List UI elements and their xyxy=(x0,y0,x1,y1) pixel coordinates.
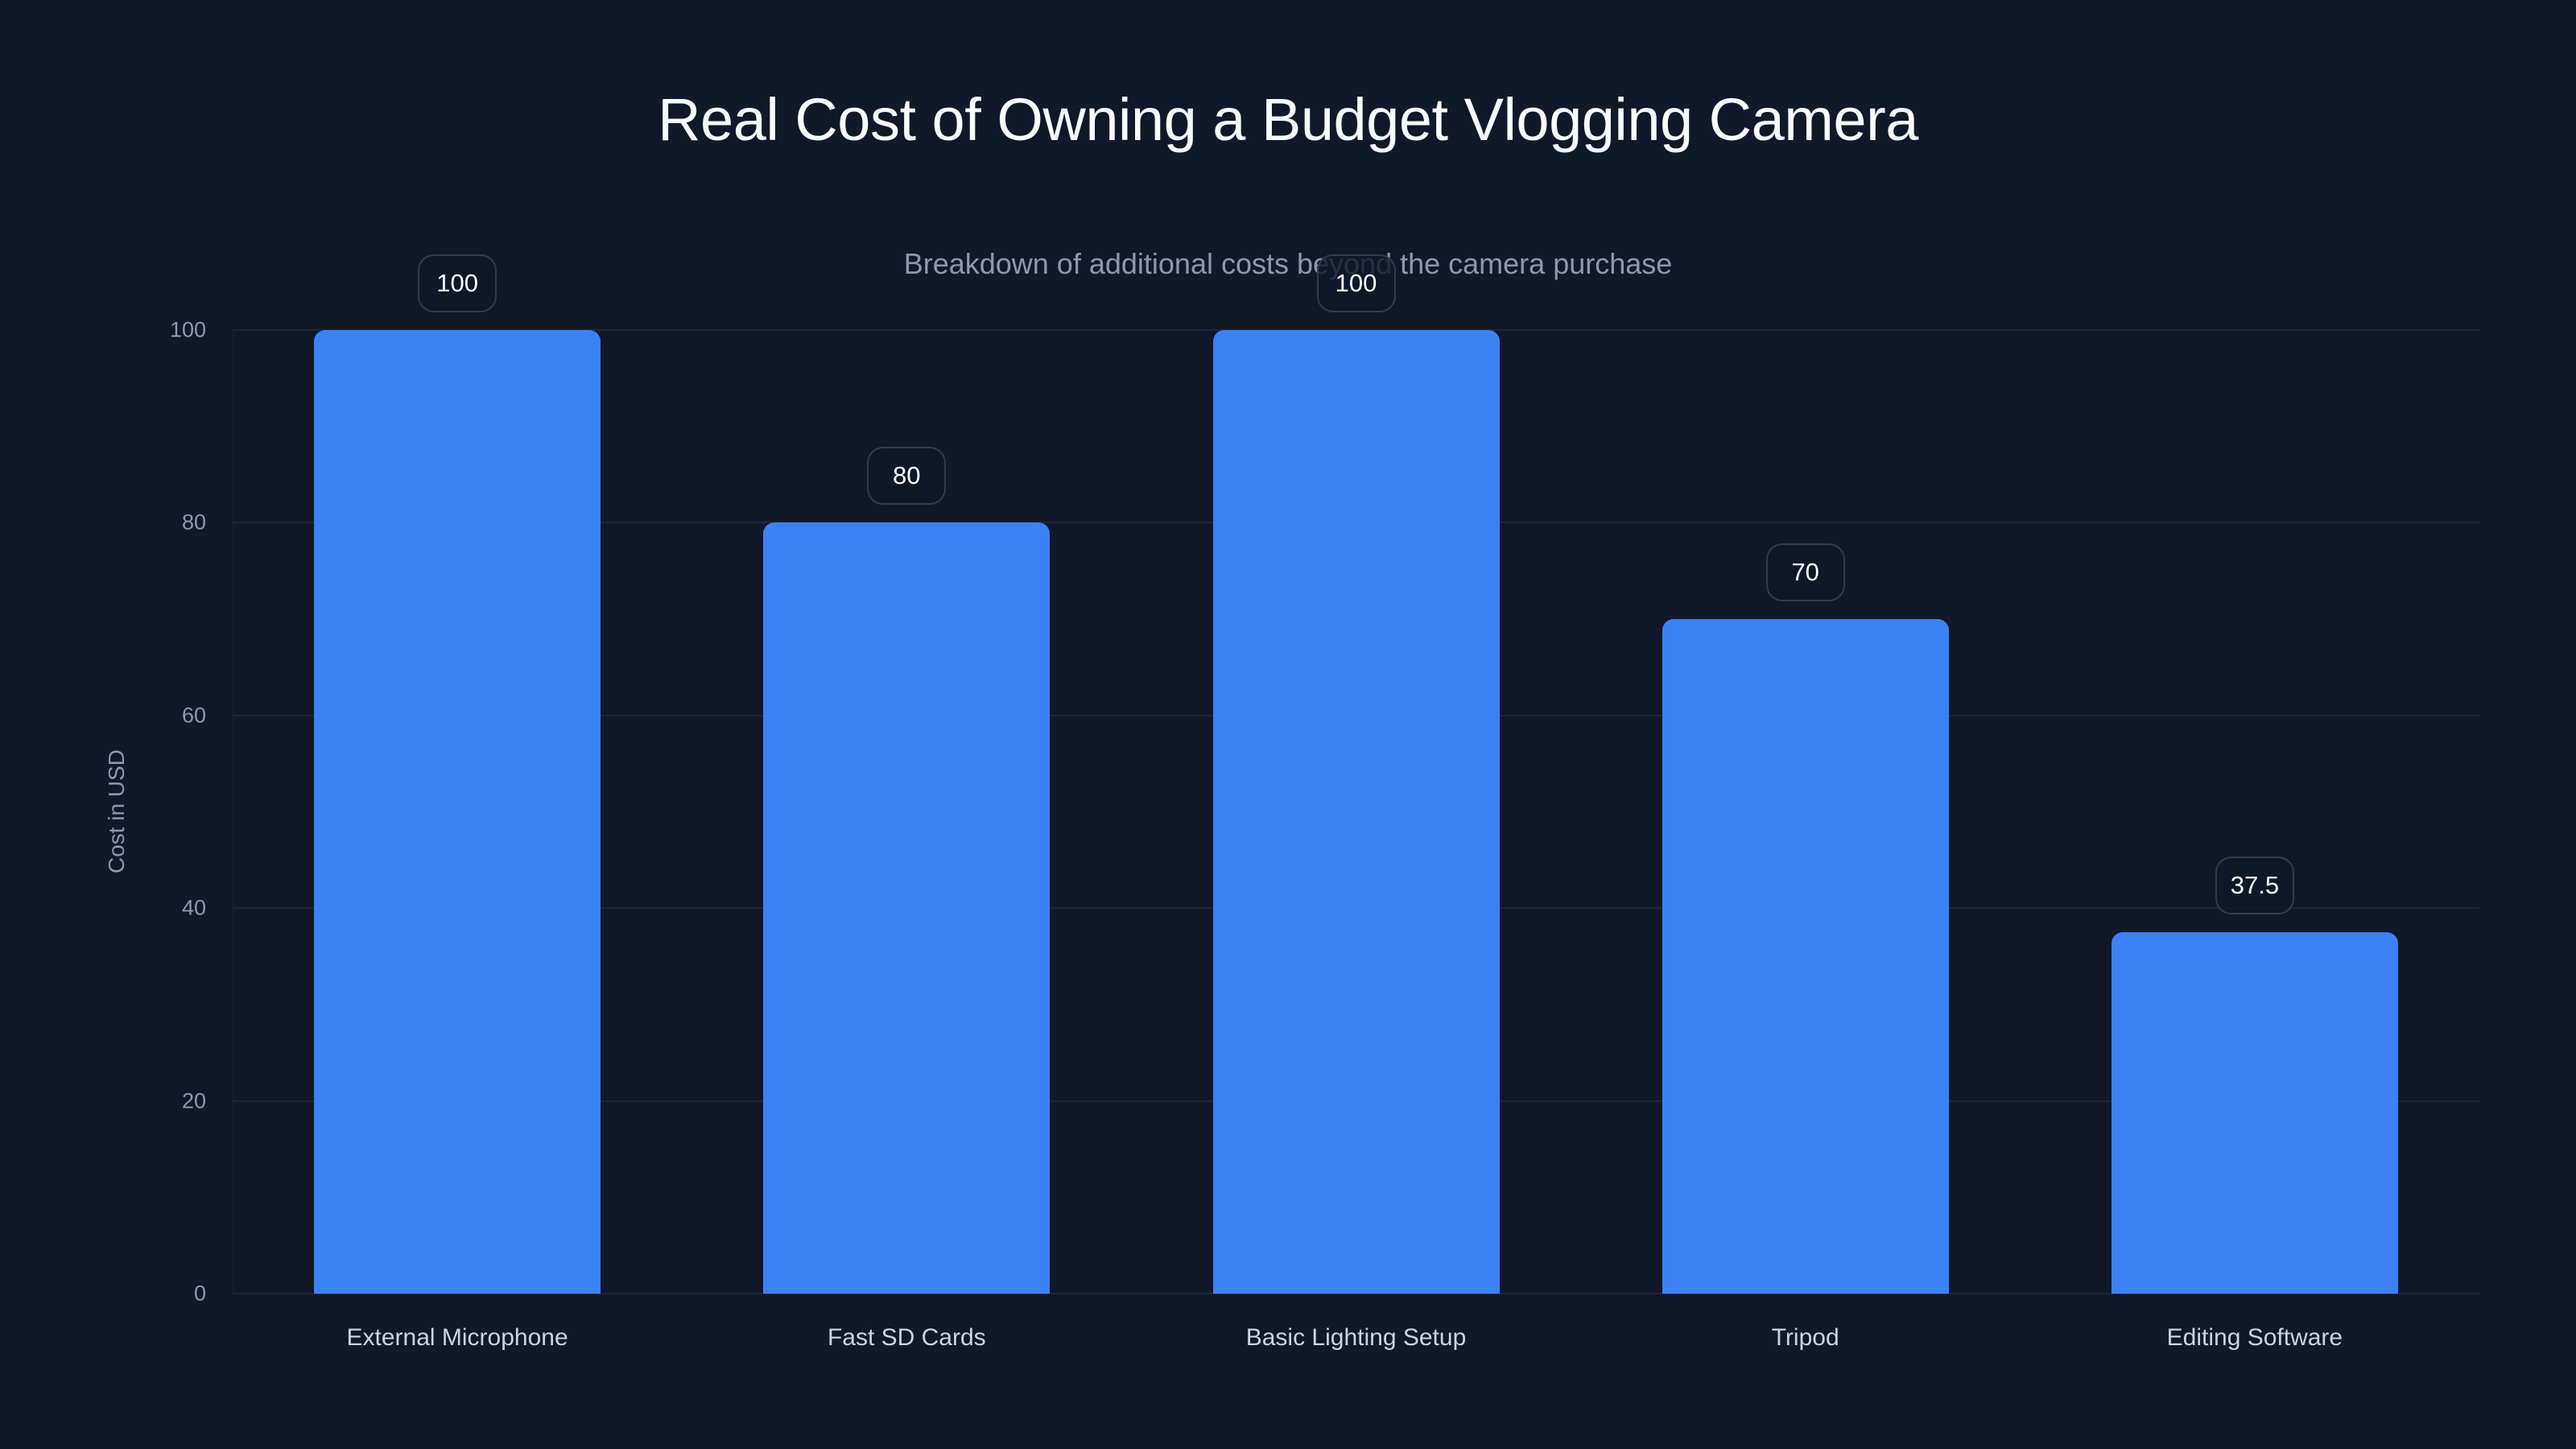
bar-editing-software[interactable] xyxy=(2111,932,2398,1294)
y-tick-80: 80 xyxy=(181,510,206,535)
y-tick-100: 100 xyxy=(169,317,206,342)
x-tick-label: Editing Software xyxy=(2166,1324,2343,1351)
chart-title: Real Cost of Owning a Budget Vlogging Ca… xyxy=(658,86,1918,153)
x-tick-label: External Microphone xyxy=(346,1324,568,1351)
x-tick-label: Basic Lighting Setup xyxy=(1245,1324,1467,1351)
x-tick-label: Fast SD Cards xyxy=(827,1324,986,1351)
value-label: 37.5 xyxy=(2215,857,2294,915)
value-label: 100 xyxy=(1316,254,1396,312)
y-tick-60: 60 xyxy=(181,703,206,728)
y-tick-20: 20 xyxy=(181,1088,206,1113)
chart-subtitle: Breakdown of additional costs beyond the… xyxy=(903,247,1673,280)
value-label: 100 xyxy=(418,254,497,312)
y-axis-line xyxy=(233,330,234,1294)
bar-basic-lighting-setup[interactable] xyxy=(1212,330,1500,1294)
bar-external-microphone[interactable] xyxy=(314,330,601,1294)
x-tick-label: Tripod xyxy=(1771,1324,1839,1351)
bar-tripod[interactable] xyxy=(1662,619,1949,1294)
value-label: 70 xyxy=(1765,543,1845,602)
y-tick-40: 40 xyxy=(181,895,206,920)
y-axis-title: Cost in USD xyxy=(104,749,129,874)
value-label: 80 xyxy=(867,447,947,506)
gridline-0 xyxy=(233,1293,2479,1294)
y-tick-0: 0 xyxy=(193,1281,206,1306)
bar-fast-sd-cards[interactable] xyxy=(763,522,1051,1294)
plot-area: 0 20 40 60 80 100 xyxy=(170,319,2479,1304)
